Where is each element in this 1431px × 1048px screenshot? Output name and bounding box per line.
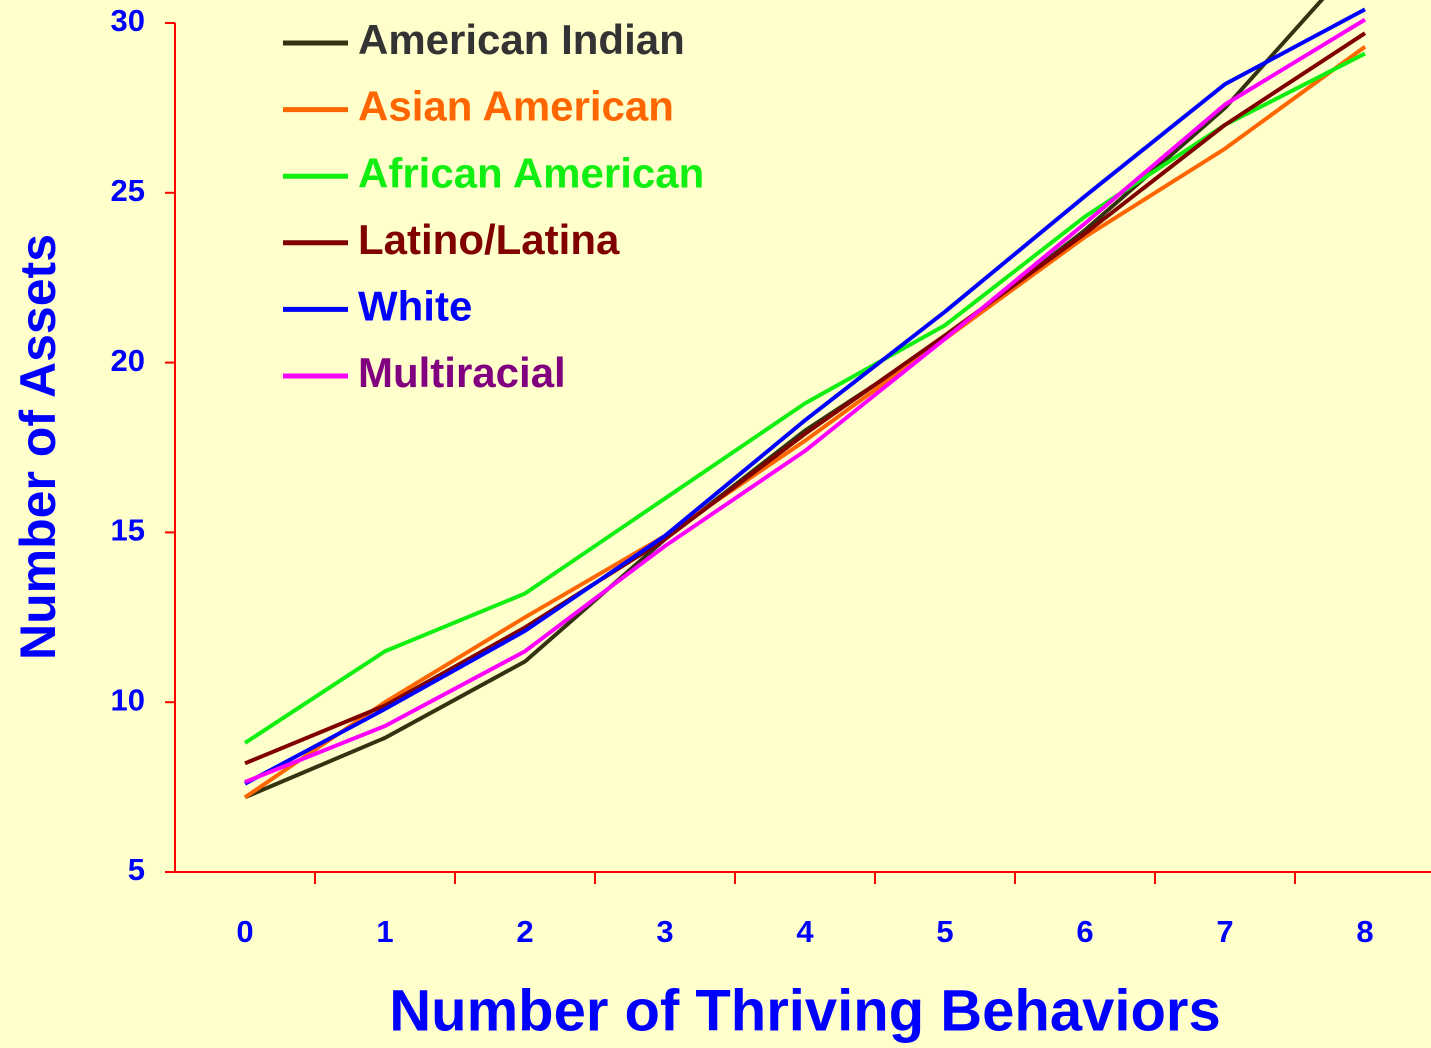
x-tick-label: 3 [656, 914, 673, 949]
y-tick-label: 5 [128, 852, 145, 887]
x-tick-label: 2 [516, 914, 533, 949]
series-line [244, 0, 1325, 800]
x-axis-title: Number of Thriving Behaviors [389, 978, 1220, 1043]
legend-label: Asian American [358, 83, 674, 130]
legend-label: Multiracial [358, 349, 566, 396]
y-tick-label: 10 [111, 682, 145, 717]
series-line [243, 51, 1366, 745]
series-line [244, 7, 1366, 786]
y-tick-label: 15 [111, 513, 145, 548]
x-tick-label: 8 [1356, 914, 1373, 949]
x-tick-label: 1 [376, 914, 393, 949]
x-tick-label: 7 [1216, 914, 1233, 949]
legend-label: African American [358, 149, 704, 196]
legend-label: American Indian [358, 16, 685, 63]
series-line [243, 45, 1367, 799]
legend-label: Latino/Latina [358, 216, 620, 263]
y-axis-title: Number of Assets [10, 234, 66, 660]
x-tick-label: 6 [1076, 914, 1093, 949]
series-line [244, 31, 1367, 766]
y-tick-label: 20 [111, 343, 145, 378]
x-tick-label: 4 [796, 914, 814, 949]
plot-area [243, 0, 1367, 800]
x-tick-label: 0 [236, 914, 253, 949]
legend-label: White [358, 282, 472, 329]
series-line [244, 17, 1367, 784]
y-tick-label: 30 [111, 3, 145, 38]
x-tick-label: 5 [936, 914, 953, 949]
y-tick-label: 25 [111, 173, 145, 208]
